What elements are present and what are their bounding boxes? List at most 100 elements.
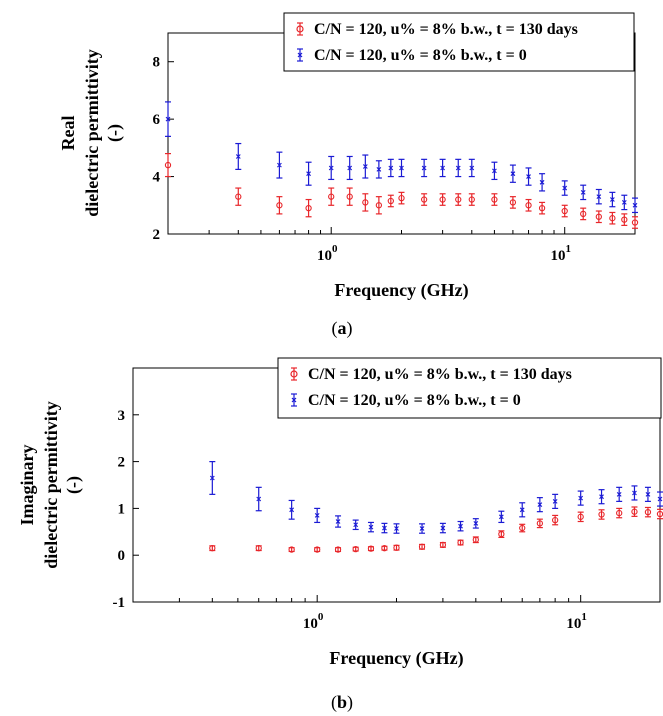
data-point (440, 165, 446, 171)
y-tick-label: 0 (118, 548, 126, 564)
data-point (537, 502, 543, 508)
data-point (256, 496, 262, 502)
data-point (580, 189, 586, 195)
data-point (455, 196, 462, 203)
series-t130 (164, 153, 639, 229)
y-axis-title-line: Imaginary (17, 445, 37, 526)
data-point (288, 546, 295, 553)
data-point (334, 546, 342, 553)
x-axis-title: Frequency (GHz) (334, 280, 468, 301)
data-point (510, 171, 516, 177)
legend-box (283, 12, 635, 72)
y-axis-title-line: dielectric permittivity (82, 49, 102, 216)
data-point (305, 205, 312, 212)
series-t130 (209, 506, 663, 553)
data-point (335, 519, 341, 524)
y-tick-label: -1 (113, 595, 126, 611)
data-point (388, 165, 394, 171)
data-point (468, 196, 475, 203)
x-tick-label: 101 (550, 243, 571, 264)
data-point (536, 520, 544, 527)
y-tick-label: 8 (153, 55, 161, 71)
caption-a: (a) (332, 318, 353, 339)
data-point (525, 202, 532, 209)
data-point (346, 193, 353, 200)
legend-marker (290, 370, 298, 378)
legend-label: C/N = 120, u% = 8% b.w., t = 0 (314, 47, 527, 64)
data-point (209, 545, 216, 552)
data-point (657, 496, 663, 502)
data-point (616, 509, 623, 517)
data-point (393, 544, 400, 551)
chart-b: -1 0 1 2 3 100 101 Frequency (GHz) Imaginary diel… (17, 357, 663, 669)
legend-marker (296, 25, 304, 33)
y-tick-label: 1 (118, 501, 126, 517)
data-point (561, 207, 568, 215)
data-point (631, 219, 639, 226)
data-point (347, 165, 353, 171)
data-point (578, 495, 584, 501)
y-axis-title-line: dielectric permittivity (41, 401, 61, 568)
y-tick-label: 2 (153, 227, 161, 243)
data-point (376, 167, 382, 172)
data-point (362, 164, 368, 169)
data-point (621, 216, 628, 223)
data-point (420, 196, 428, 203)
y-axis-title-line: (-) (63, 476, 84, 494)
data-point (538, 205, 546, 212)
data-point (631, 508, 638, 515)
data-point (398, 194, 405, 202)
data-point (492, 168, 497, 174)
x-axis-title: Frequency (GHz) (329, 648, 463, 669)
legend-label: C/N = 120, u% = 8% b.w., t = 130 days (314, 21, 578, 38)
data-point (472, 536, 479, 543)
data-point (509, 199, 517, 206)
data-point (235, 154, 241, 159)
data-point (473, 520, 479, 526)
data-point (164, 161, 172, 169)
data-point (418, 543, 426, 550)
data-point (551, 516, 559, 524)
data-point (498, 530, 505, 538)
data-point (645, 491, 651, 497)
data-point (381, 545, 388, 552)
data-point (362, 199, 369, 206)
data-point (394, 526, 399, 531)
data-point (399, 165, 404, 171)
data-point (235, 193, 242, 200)
data-point (419, 526, 425, 531)
data-point (644, 508, 652, 516)
data-point (387, 197, 394, 205)
data-point (421, 165, 427, 171)
data-point (289, 507, 295, 513)
x-tick-label: 100 (317, 243, 338, 264)
legend: C/N = 120, u% = 8% b.w., t = 130 days C/N… (277, 357, 662, 419)
y-tick-label: 6 (153, 112, 161, 128)
data-point (469, 165, 475, 171)
data-point (368, 524, 374, 530)
data-point (519, 507, 525, 513)
data-point (577, 513, 584, 520)
data-point (209, 475, 215, 481)
legend-marker (291, 397, 297, 403)
data-point (539, 179, 545, 185)
data-point (439, 541, 447, 549)
data-point (314, 513, 320, 518)
y-axis-title-line: Real (58, 116, 78, 151)
data-point (562, 185, 568, 191)
legend: C/N = 120, u% = 8% b.w., t = 130 days C/N… (283, 12, 635, 72)
data-point (328, 165, 334, 171)
data-point (498, 514, 504, 520)
data-point (440, 525, 446, 531)
data-point (595, 213, 602, 220)
data-point (526, 174, 531, 179)
data-point (455, 165, 461, 171)
data-point (306, 171, 311, 177)
data-point (367, 545, 375, 552)
data-point (632, 490, 637, 496)
data-point (616, 491, 622, 497)
data-point (596, 194, 602, 200)
data-point (621, 200, 627, 205)
data-point (598, 511, 605, 518)
